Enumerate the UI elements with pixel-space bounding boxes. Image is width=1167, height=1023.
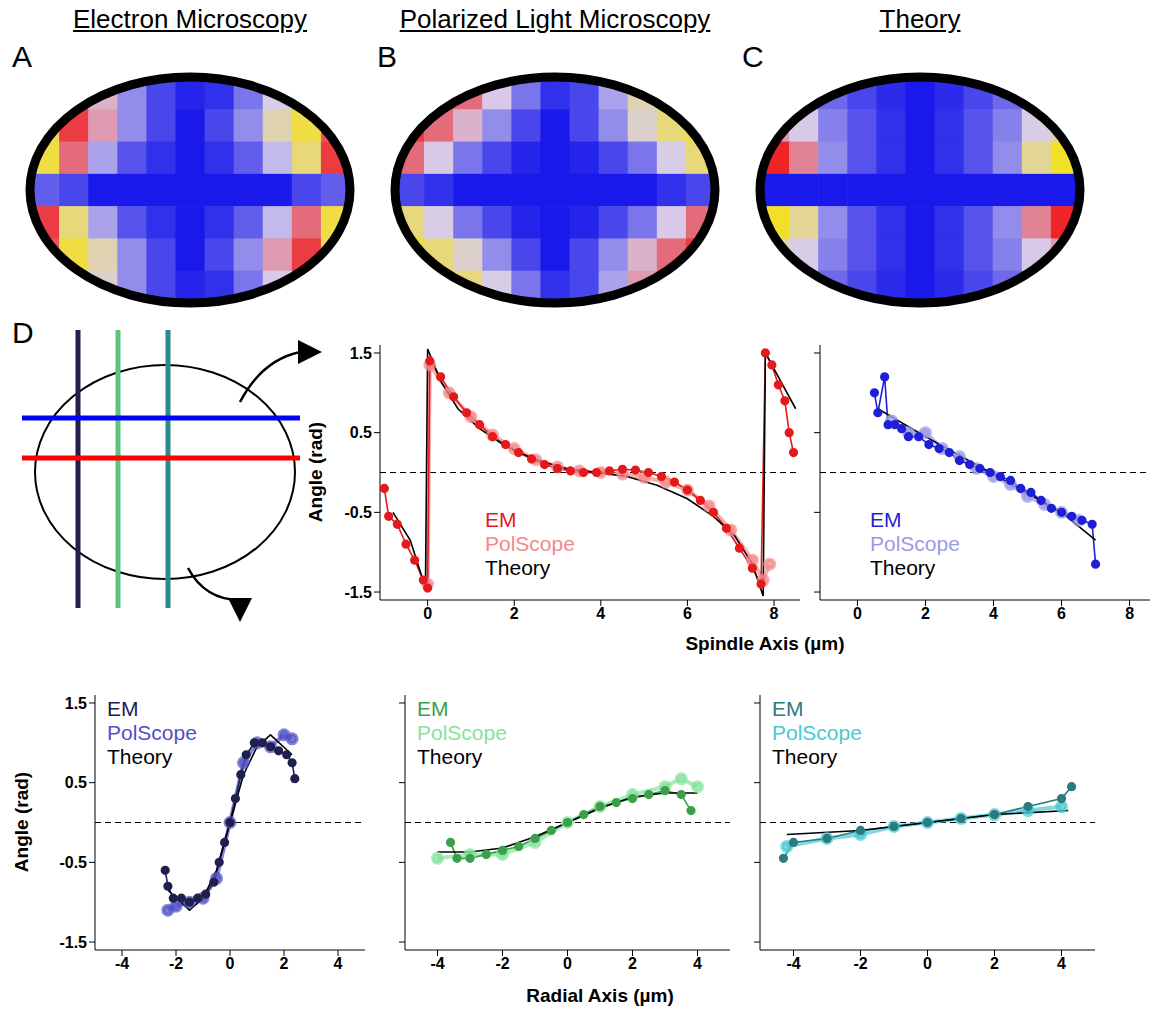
svg-text:4: 4 xyxy=(1057,955,1066,972)
html-text:Theory: Theory xyxy=(772,745,838,768)
html-text:Angle (rad): Angle (rad) xyxy=(305,421,326,523)
svg-text:2: 2 xyxy=(628,955,637,972)
html-text:Theory: Theory xyxy=(107,745,173,768)
svg-text:0.5: 0.5 xyxy=(65,774,87,791)
html-text:C: C xyxy=(742,40,764,73)
svg-text:-0.5: -0.5 xyxy=(59,854,87,871)
svg-text:4: 4 xyxy=(334,955,343,972)
html-text:PolScope: PolScope xyxy=(772,721,862,744)
html-text:Theory: Theory xyxy=(879,4,961,34)
svg-text:0: 0 xyxy=(226,955,235,972)
html-text:EM: EM xyxy=(772,697,804,720)
html-text:PolScope: PolScope xyxy=(485,532,575,555)
svg-text:2: 2 xyxy=(280,955,289,972)
svg-text:4: 4 xyxy=(596,605,605,622)
svg-text:-1.5: -1.5 xyxy=(344,584,372,601)
html-text:Theory: Theory xyxy=(485,556,551,579)
svg-text:-0.5: -0.5 xyxy=(344,504,372,521)
html-text:EM: EM xyxy=(417,697,449,720)
svg-text:1.5: 1.5 xyxy=(350,345,372,362)
svg-text:6: 6 xyxy=(1057,605,1066,622)
html-text:B: B xyxy=(377,40,397,73)
svg-text:-4: -4 xyxy=(430,955,444,972)
html-text:Theory: Theory xyxy=(870,556,936,579)
svg-text:4: 4 xyxy=(989,605,998,622)
svg-text:0: 0 xyxy=(923,955,932,972)
svg-text:-4: -4 xyxy=(115,955,129,972)
html-text:EM: EM xyxy=(107,697,139,720)
html-text:D: D xyxy=(12,316,34,349)
html-text:PolScope: PolScope xyxy=(870,532,960,555)
html-text:PolScope: PolScope xyxy=(107,721,197,744)
svg-text:0.5: 0.5 xyxy=(350,424,372,441)
html-text:PolScope: PolScope xyxy=(417,721,507,744)
html-text:EM: EM xyxy=(870,508,902,531)
svg-text:2: 2 xyxy=(921,605,930,622)
svg-text:8: 8 xyxy=(770,605,779,622)
svg-text:-2: -2 xyxy=(853,955,867,972)
html-text:EM: EM xyxy=(485,508,517,531)
svg-text:2: 2 xyxy=(510,605,519,622)
svg-text:6: 6 xyxy=(683,605,692,622)
svg-text:4: 4 xyxy=(693,955,702,972)
svg-text:0: 0 xyxy=(853,605,862,622)
svg-text:0: 0 xyxy=(563,955,572,972)
svg-text:-2: -2 xyxy=(169,955,183,972)
svg-text:8: 8 xyxy=(1125,605,1134,622)
svg-text:-2: -2 xyxy=(495,955,509,972)
html-text:Angle (rad): Angle (rad) xyxy=(11,771,32,873)
html-text:Radial Axis (µm): Radial Axis (µm) xyxy=(526,985,674,1006)
svg-text:2: 2 xyxy=(990,955,999,972)
svg-text:1.5: 1.5 xyxy=(65,695,87,712)
html-text:Spindle Axis (µm): Spindle Axis (µm) xyxy=(685,633,845,654)
svg-text:0: 0 xyxy=(423,605,432,622)
html-text:Polarized Light Microscopy: Polarized Light Microscopy xyxy=(399,4,711,34)
html-text:Theory: Theory xyxy=(417,745,483,768)
svg-text:-4: -4 xyxy=(786,955,800,972)
html-text:A: A xyxy=(12,40,32,73)
svg-text:-1.5: -1.5 xyxy=(59,934,87,951)
html-text:Electron Microscopy: Electron Microscopy xyxy=(73,4,307,34)
